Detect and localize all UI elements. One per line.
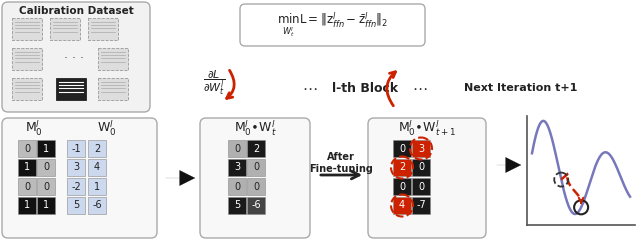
Bar xyxy=(412,178,430,195)
Text: $\cdots$: $\cdots$ xyxy=(302,80,317,95)
Text: 0: 0 xyxy=(43,181,49,192)
Bar xyxy=(12,18,42,40)
Bar xyxy=(37,140,55,157)
Bar xyxy=(37,159,55,176)
Text: -2: -2 xyxy=(71,181,81,192)
Bar xyxy=(412,140,430,157)
Text: $\dfrac{\partial L}{\partial W_t^l}$: $\dfrac{\partial L}{\partial W_t^l}$ xyxy=(203,69,225,97)
Bar xyxy=(412,159,430,176)
Text: 1: 1 xyxy=(24,162,30,173)
Text: 0: 0 xyxy=(399,143,405,154)
Bar xyxy=(228,159,246,176)
Bar xyxy=(412,197,430,214)
FancyBboxPatch shape xyxy=(368,118,486,238)
Bar xyxy=(18,178,36,195)
Text: 1: 1 xyxy=(94,181,100,192)
Text: 0: 0 xyxy=(234,181,240,192)
Bar xyxy=(88,159,106,176)
Text: 0: 0 xyxy=(418,162,424,173)
Text: 0: 0 xyxy=(24,181,30,192)
Bar xyxy=(50,18,80,40)
Bar xyxy=(67,197,85,214)
Bar xyxy=(98,48,128,70)
Text: 0: 0 xyxy=(253,181,259,192)
Bar xyxy=(88,140,106,157)
Text: 4: 4 xyxy=(94,162,100,173)
Bar xyxy=(247,140,265,157)
Bar xyxy=(67,159,85,176)
Bar xyxy=(393,140,411,157)
Text: After
Fine-tuning: After Fine-tuning xyxy=(309,152,373,174)
Text: 5: 5 xyxy=(234,201,240,210)
Text: $\mathrm{M}_0^l{\bullet}\mathrm{W}_{t+1}^l$: $\mathrm{M}_0^l{\bullet}\mathrm{W}_{t+1}… xyxy=(398,118,456,138)
Text: 5: 5 xyxy=(73,201,79,210)
Bar xyxy=(18,159,36,176)
FancyBboxPatch shape xyxy=(2,2,150,112)
Text: 0: 0 xyxy=(399,181,405,192)
Text: 4: 4 xyxy=(399,201,405,210)
Bar xyxy=(228,178,246,195)
Bar xyxy=(247,159,265,176)
Text: $\mathrm{M}_0^l{\bullet}\mathrm{W}_t^l$: $\mathrm{M}_0^l{\bullet}\mathrm{W}_t^l$ xyxy=(234,118,276,138)
Text: 1: 1 xyxy=(43,201,49,210)
Text: $\mathrm{M}_0^l$: $\mathrm{M}_0^l$ xyxy=(25,118,43,138)
Bar xyxy=(88,178,106,195)
Bar xyxy=(393,197,411,214)
Bar xyxy=(228,140,246,157)
Text: Next Iteration t+1: Next Iteration t+1 xyxy=(464,83,577,93)
Text: 0: 0 xyxy=(418,181,424,192)
Text: Calibration Dataset: Calibration Dataset xyxy=(19,6,133,16)
Bar xyxy=(228,197,246,214)
Bar xyxy=(247,197,265,214)
Text: 0: 0 xyxy=(234,143,240,154)
Text: 1: 1 xyxy=(43,143,49,154)
Text: $\mathrm{W}_0^l$: $\mathrm{W}_0^l$ xyxy=(97,118,116,138)
Text: -1: -1 xyxy=(71,143,81,154)
Bar xyxy=(393,178,411,195)
Bar xyxy=(12,48,42,70)
Bar xyxy=(67,140,85,157)
Bar xyxy=(18,197,36,214)
FancyBboxPatch shape xyxy=(2,118,157,238)
Text: -6: -6 xyxy=(92,201,102,210)
Text: $\cdots$: $\cdots$ xyxy=(412,80,428,95)
Bar xyxy=(12,78,42,100)
Text: 3: 3 xyxy=(418,143,424,154)
Text: l-th Block: l-th Block xyxy=(332,81,398,94)
Text: $\min_{W_t^l} \mathrm{L} = \| \mathrm{z}_{ffn}^l - \bar{\mathrm{z}}_{ffn}^l \|_2: $\min_{W_t^l} \mathrm{L} = \| \mathrm{z}… xyxy=(277,11,388,40)
Bar xyxy=(18,140,36,157)
Text: -6: -6 xyxy=(251,201,261,210)
Bar xyxy=(88,197,106,214)
Text: 2: 2 xyxy=(399,162,405,173)
Bar xyxy=(247,178,265,195)
Text: 3: 3 xyxy=(73,162,79,173)
Text: 1: 1 xyxy=(24,201,30,210)
Bar xyxy=(98,78,128,100)
Bar xyxy=(56,78,86,100)
Text: -7: -7 xyxy=(416,201,426,210)
Text: 0: 0 xyxy=(24,143,30,154)
Text: 0: 0 xyxy=(253,162,259,173)
Text: 2: 2 xyxy=(253,143,259,154)
Bar xyxy=(67,178,85,195)
Bar xyxy=(37,197,55,214)
Bar xyxy=(393,159,411,176)
FancyBboxPatch shape xyxy=(200,118,310,238)
FancyBboxPatch shape xyxy=(240,4,425,46)
Text: 2: 2 xyxy=(94,143,100,154)
Text: · · ·: · · · xyxy=(64,53,84,66)
Bar xyxy=(88,18,118,40)
Bar xyxy=(37,178,55,195)
Text: 3: 3 xyxy=(234,162,240,173)
Text: 0: 0 xyxy=(43,162,49,173)
